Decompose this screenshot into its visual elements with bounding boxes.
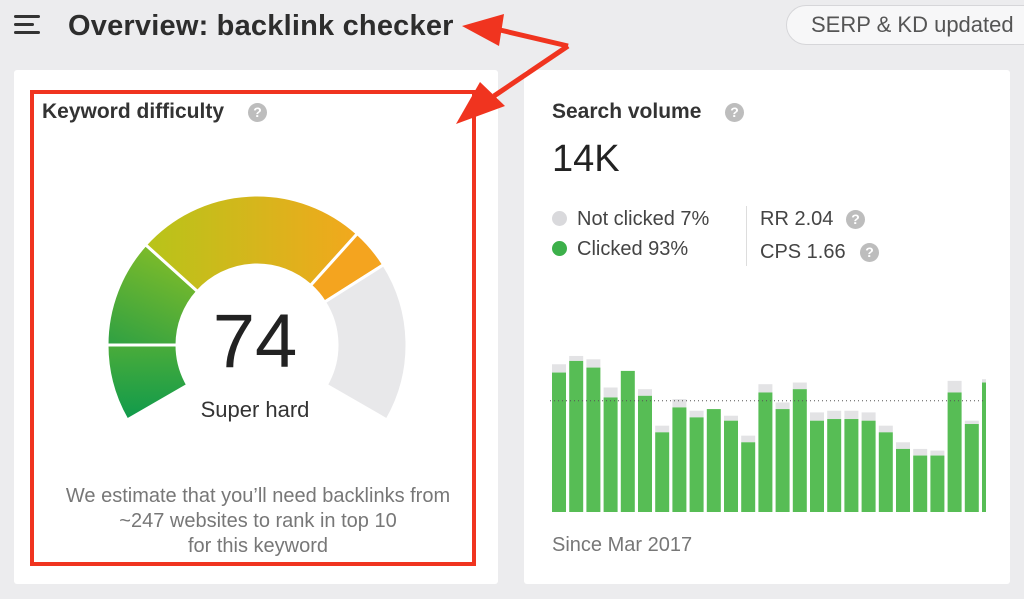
keyword-difficulty-label: Super hard: [200, 397, 310, 422]
bar-not-clicked[interactable]: [638, 389, 652, 396]
arrow-to-title: [462, 14, 569, 49]
bar-clicked[interactable]: [810, 420, 824, 512]
bar-clicked[interactable]: [896, 448, 910, 512]
bar-clicked[interactable]: [569, 360, 584, 512]
bar-clicked[interactable]: [706, 409, 721, 512]
bar-clicked[interactable]: [947, 392, 962, 512]
bar-not-clicked[interactable]: [947, 380, 962, 393]
bar-clicked[interactable]: [552, 372, 566, 512]
bar-clicked[interactable]: [982, 382, 986, 512]
bar-clicked[interactable]: [964, 424, 979, 512]
bar-not-clicked[interactable]: [792, 382, 807, 390]
rr-metric: RR 2.04: [760, 208, 834, 230]
bar-not-clicked[interactable]: [878, 425, 893, 433]
bar-not-clicked[interactable]: [603, 387, 618, 398]
cps-metric: CPS 1.66: [760, 241, 846, 263]
gauge-segment-remaining: [322, 262, 409, 423]
bar-not-clicked[interactable]: [913, 448, 928, 456]
bar-clicked[interactable]: [913, 455, 928, 512]
hamburger-menu-icon[interactable]: [14, 15, 40, 37]
bar-not-clicked[interactable]: [827, 410, 842, 420]
keyword-difficulty-card: [14, 70, 498, 584]
bar-not-clicked[interactable]: [689, 410, 704, 418]
bar-not-clicked[interactable]: [552, 364, 566, 373]
clicked-label: Clicked 93%: [577, 238, 689, 260]
since-date-label: Since Mar 2017: [552, 534, 693, 556]
bar-not-clicked[interactable]: [655, 425, 670, 433]
sv-help-icon[interactable]: ?: [725, 103, 744, 122]
bar-not-clicked[interactable]: [758, 384, 773, 393]
bar-clicked[interactable]: [792, 389, 807, 512]
bar-clicked[interactable]: [638, 395, 652, 512]
bar-not-clicked[interactable]: [844, 410, 859, 420]
kd-help-icon[interactable]: ?: [248, 103, 267, 122]
note-line-1: We estimate that you’ll need backlinks f…: [65, 485, 451, 507]
bar-clicked[interactable]: [620, 370, 635, 512]
rr-help-icon[interactable]: ?: [846, 210, 865, 229]
highlight-annotation-box: [30, 90, 476, 566]
search-volume-history-chart: [550, 355, 986, 512]
bar-clicked[interactable]: [758, 392, 773, 512]
note-line-2: ~247 websites to rank in top 10: [119, 510, 397, 532]
legend-clicked: Clicked 93%: [552, 238, 688, 261]
search-volume-title: Search volume: [552, 100, 702, 123]
bar-not-clicked[interactable]: [775, 402, 790, 410]
bar-not-clicked[interactable]: [964, 420, 979, 425]
not-clicked-label: Not clicked 7%: [577, 208, 710, 230]
keyword-difficulty-gauge: [105, 193, 409, 423]
bar-clicked[interactable]: [724, 420, 738, 512]
bar-clicked[interactable]: [844, 419, 859, 512]
keyword-difficulty-value: 74: [212, 299, 298, 384]
bar-clicked[interactable]: [672, 407, 687, 512]
page-title: Overview: backlink checker: [68, 10, 454, 42]
note-line-3: for this keyword: [187, 535, 329, 557]
bar-clicked[interactable]: [689, 417, 704, 512]
serp-kd-status-pill[interactable]: SERP & KD updated: [786, 5, 1024, 45]
bar-clicked[interactable]: [775, 409, 790, 512]
metrics-divider: [746, 206, 747, 266]
bar-not-clicked[interactable]: [724, 415, 738, 421]
cps-help-icon[interactable]: ?: [860, 243, 879, 262]
gauge-segment-hard: [143, 193, 360, 294]
bar-not-clicked[interactable]: [810, 412, 824, 421]
legend-not-clicked: Not clicked 7%: [552, 208, 709, 231]
bar-not-clicked[interactable]: [672, 399, 687, 408]
bar-not-clicked[interactable]: [586, 359, 601, 368]
bar-clicked[interactable]: [930, 455, 945, 512]
backlinks-estimate-note: We estimate that you’ll need backlinks f…: [40, 484, 476, 559]
bar-not-clicked[interactable]: [982, 379, 986, 383]
bar-clicked[interactable]: [861, 420, 876, 512]
bar-clicked[interactable]: [741, 442, 756, 512]
bar-clicked[interactable]: [827, 419, 842, 512]
bar-not-clicked[interactable]: [861, 412, 876, 421]
bar-not-clicked[interactable]: [930, 450, 945, 456]
clicked-dot-icon: [552, 241, 567, 256]
bar-clicked[interactable]: [878, 432, 893, 512]
bar-clicked[interactable]: [603, 397, 618, 512]
bar-not-clicked[interactable]: [569, 355, 584, 361]
not-clicked-dot-icon: [552, 211, 567, 226]
search-volume-value: 14K: [552, 138, 620, 180]
bar-not-clicked[interactable]: [896, 442, 910, 449]
bar-clicked[interactable]: [655, 432, 670, 512]
bar-not-clicked[interactable]: [741, 435, 756, 443]
keyword-difficulty-title: Keyword difficulty: [42, 100, 225, 123]
bar-clicked[interactable]: [586, 367, 601, 512]
arrow-to-kd-box: [456, 43, 570, 124]
